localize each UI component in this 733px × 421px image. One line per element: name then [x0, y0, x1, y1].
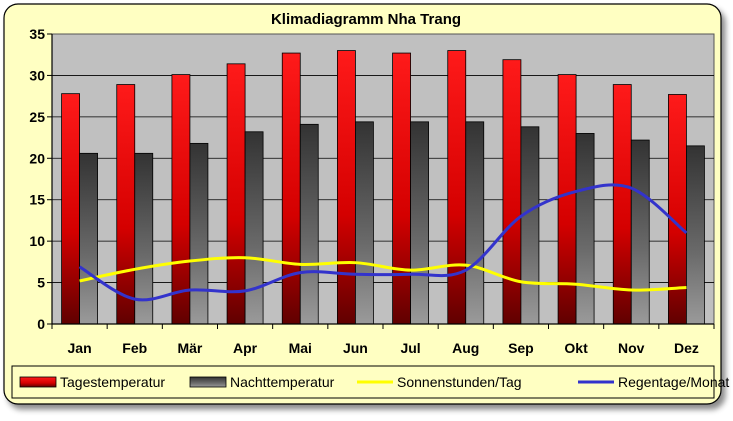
bar-tagestemperatur: [171, 74, 191, 325]
y-tick-label: 15: [29, 192, 45, 208]
x-tick-label: Nov: [618, 340, 645, 356]
line-sonnenstunden: [79, 256, 687, 292]
legend-label: Regentage/Monat: [618, 374, 729, 390]
bar-nachttemperatur: [465, 121, 485, 325]
legend-label: Tagestemperatur: [60, 374, 165, 390]
x-tick-label: Jan: [68, 340, 92, 356]
x-tick-label: Jul: [400, 340, 420, 356]
legend-label: Sonnenstunden/Tag: [397, 374, 522, 390]
bar-nachttemperatur: [686, 145, 705, 325]
legend-swatch: [19, 376, 57, 388]
line-series: [78, 183, 688, 302]
y-tick-label: 25: [29, 109, 45, 125]
bar-tagestemperatur: [226, 63, 246, 325]
y-tick-label: 30: [29, 67, 45, 83]
bar-tagestemperatur: [116, 84, 136, 325]
bar-tagestemperatur: [502, 59, 522, 325]
x-tick-label: Jun: [343, 340, 368, 356]
bar-tagestemperatur: [392, 52, 411, 325]
x-tick-label: Aug: [452, 340, 479, 356]
x-tick-label: Mai: [289, 340, 312, 356]
bar-nachttemperatur: [189, 142, 209, 325]
bar-series: [61, 50, 705, 325]
bar-tagestemperatur: [281, 52, 301, 325]
bar-nachttemperatur: [299, 123, 319, 325]
bar-nachttemperatur: [630, 139, 650, 325]
x-tick-label: Okt: [564, 340, 588, 356]
gridlines: [52, 75, 714, 283]
x-tick-label: Feb: [122, 340, 147, 356]
bar-nachttemperatur: [244, 131, 264, 325]
bar-nachttemperatur: [355, 121, 374, 325]
bar-tagestemperatur: [557, 74, 577, 325]
bar-nachttemperatur: [520, 126, 540, 325]
legend: Tagestemperatur Nachttemperatur Sonnenstun…: [19, 374, 729, 390]
y-tick-label: 20: [29, 150, 45, 166]
legend-label: Nachttemperatur: [230, 374, 335, 390]
x-tick-label: Dez: [674, 340, 699, 356]
bar-nachttemperatur: [575, 133, 595, 325]
y-tick-label: 35: [29, 26, 45, 42]
y-tick-label: 0: [37, 316, 45, 332]
bar-nachttemperatur: [410, 121, 429, 325]
line-regentage: [78, 183, 688, 302]
x-tick-label: Sep: [508, 340, 534, 356]
bar-tagestemperatur: [447, 50, 467, 325]
bar-tagestemperatur: [337, 50, 356, 325]
y-tick-label: 5: [37, 275, 45, 291]
chart-title: Klimadiagramm Nha Trang: [271, 11, 461, 28]
x-axis: Jan Feb Mär Apr Mai Jun Jul Aug Sep Okt Nov Dez: [51, 323, 715, 356]
bar-tagestemperatur: [61, 93, 80, 325]
legend-swatch: [189, 376, 227, 388]
x-tick-label: Mär: [177, 340, 202, 356]
y-tick-label: 10: [29, 233, 45, 249]
x-tick-label: Apr: [233, 340, 258, 356]
y-axis: 0 5 10 15 20 25 30 35: [29, 26, 53, 332]
bar-nachttemperatur: [79, 152, 98, 325]
